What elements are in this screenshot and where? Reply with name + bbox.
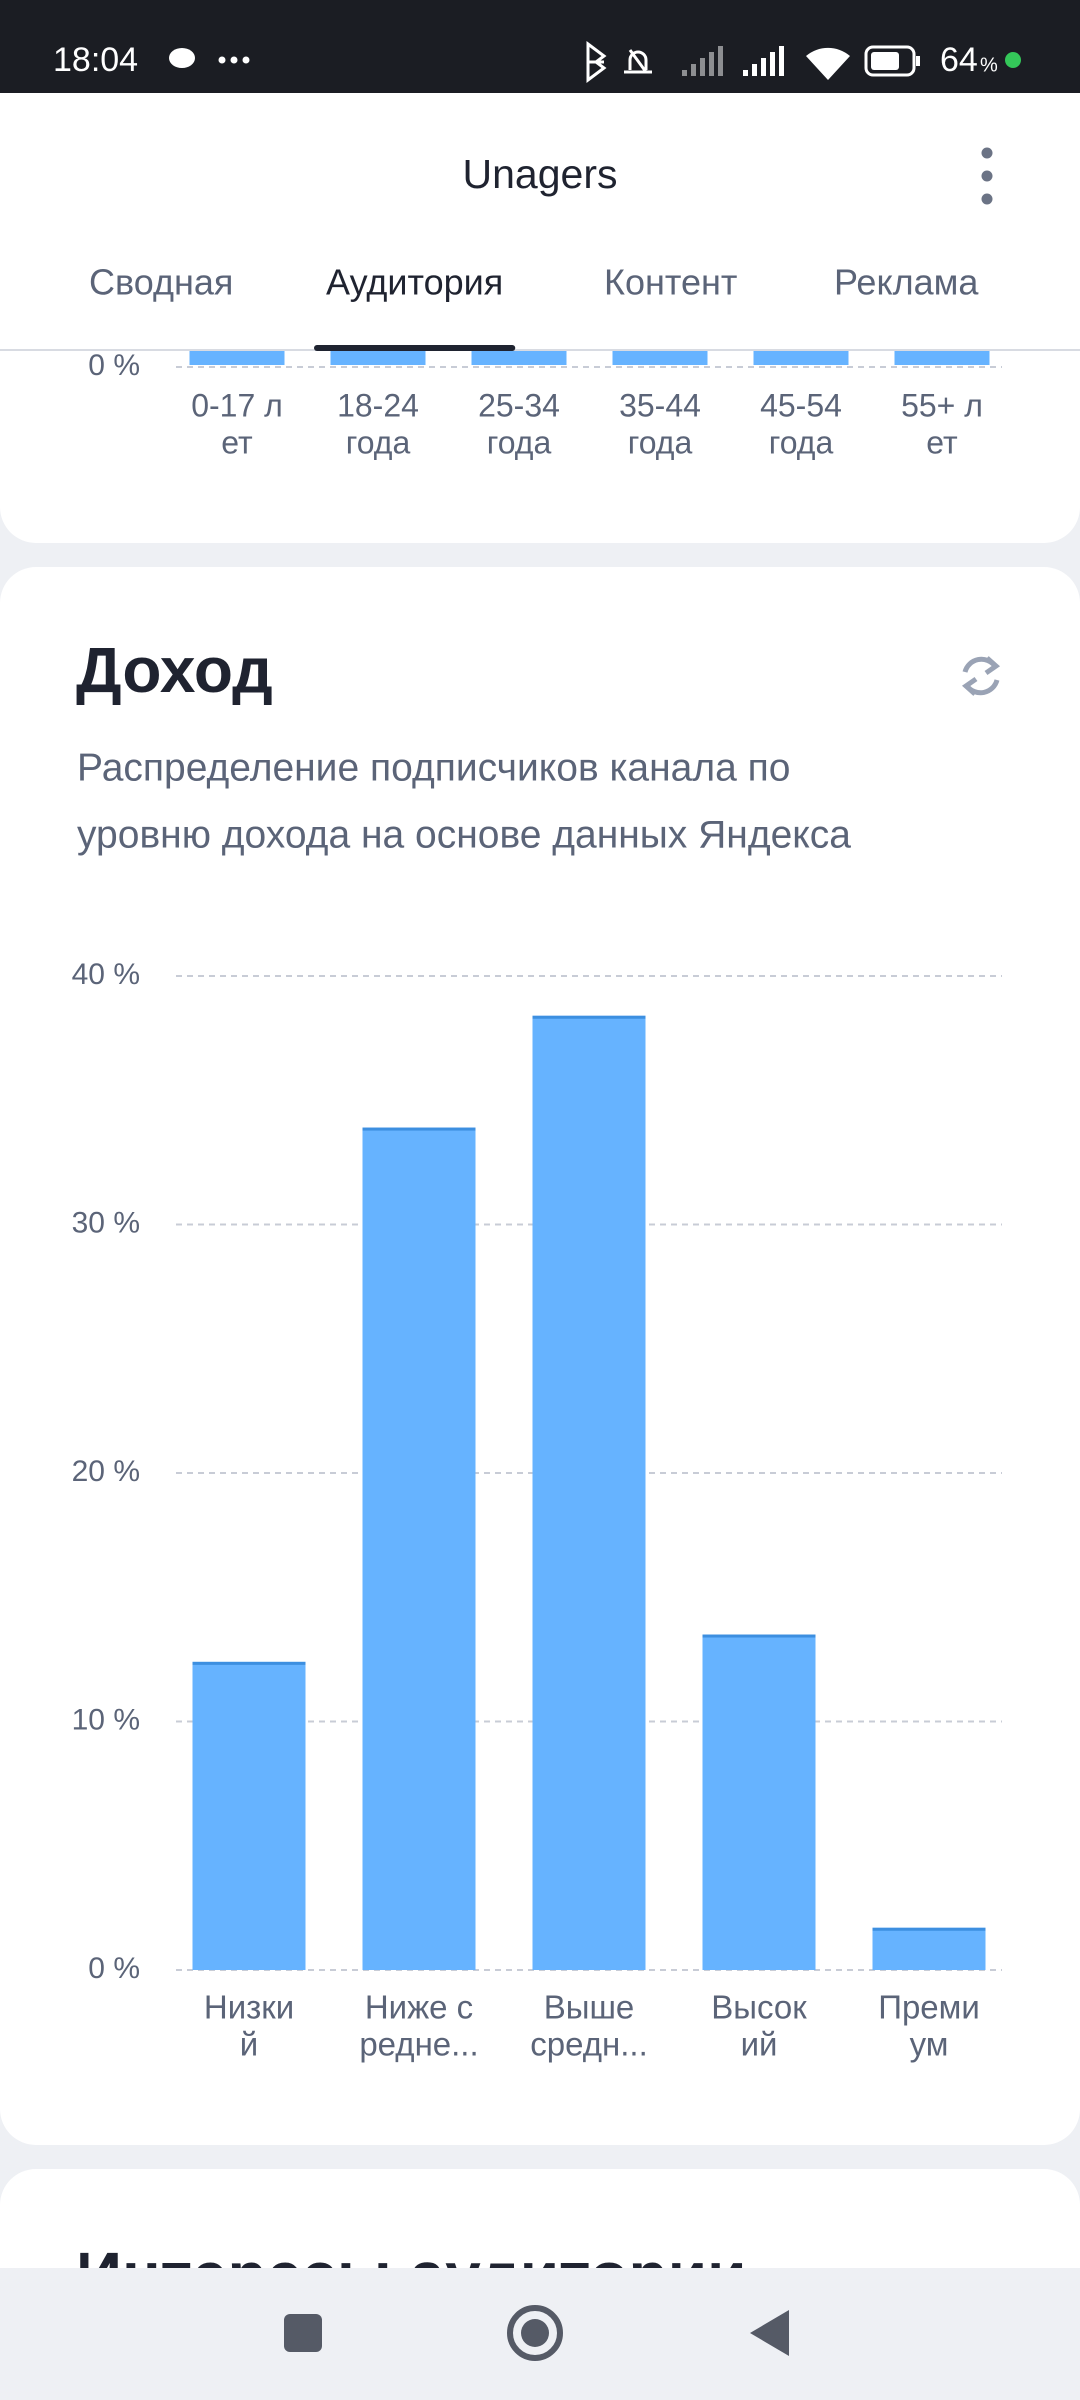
bar: [362, 1127, 476, 1970]
tab[interactable]: Контент: [604, 262, 737, 303]
bar: [192, 1661, 306, 1970]
x-tick-label: года: [628, 424, 693, 460]
bar-top: [702, 1634, 816, 1638]
status-bar: [0, 0, 1080, 93]
header-border: [0, 349, 1080, 351]
x-tick-label: Высок: [711, 1989, 807, 2026]
x-tick-label: ий: [741, 2026, 778, 2063]
bar-top: [532, 1015, 646, 1019]
x-tick-label: 45-54: [760, 387, 842, 423]
app-title: Unagers: [463, 151, 618, 197]
x-tick-label: Выше: [544, 1989, 635, 2026]
y-tick-label: 10 %: [72, 1703, 140, 1736]
status-icons: [169, 41, 920, 83]
y-tick-label: 40 %: [72, 958, 140, 991]
bar: [702, 1634, 816, 1970]
x-tick-label: редне...: [359, 2026, 478, 2063]
x-tick-label: ет: [926, 424, 958, 460]
status-time: 18:04: [53, 41, 138, 79]
battery-level: 64: [940, 41, 978, 79]
nav-home[interactable]: [507, 2305, 563, 2361]
subtitle: уровню дохода на основе данных Яндекса: [77, 813, 851, 856]
bar-top: [872, 1927, 986, 1931]
x-tick-label: 55+ л: [901, 387, 983, 423]
x-tick-label: 35-44: [619, 387, 701, 423]
y-tick-label: 0 %: [88, 349, 140, 382]
y-tick-label: 0 %: [88, 1952, 140, 1985]
x-tick-label: года: [346, 424, 411, 460]
subtitle: Распределение подписчиков канала по: [77, 746, 790, 789]
x-tick-label: ет: [221, 424, 253, 460]
bar-top: [192, 1661, 306, 1665]
header: [0, 93, 1080, 349]
x-tick-label: Низки: [204, 1989, 294, 2026]
tab[interactable]: Реклама: [834, 262, 979, 303]
menu-button[interactable]: [981, 147, 993, 205]
x-tick-label: 18-24: [337, 387, 419, 423]
y-tick-label: 20 %: [72, 1455, 140, 1488]
indicator: [1005, 52, 1021, 68]
bar-top: [362, 1127, 476, 1131]
bar: [532, 1015, 646, 1970]
x-tick-label: года: [487, 424, 552, 460]
x-tick-label: Ниже с: [365, 1989, 473, 2026]
x-tick-label: ум: [910, 2026, 949, 2063]
x-tick-label: средн...: [530, 2026, 647, 2063]
tab[interactable]: Аудитория: [326, 262, 503, 303]
tab-indicator: [314, 345, 516, 351]
battery-unit: %: [980, 54, 998, 76]
tab[interactable]: Сводная: [89, 262, 233, 303]
refresh-icon[interactable]: [961, 656, 1001, 696]
tabs: Сводная Аудитория Контент Реклама: [89, 262, 979, 351]
nav-back[interactable]: [750, 2310, 789, 2356]
bar: [872, 1927, 986, 1970]
x-tick-label: 25-34: [478, 387, 560, 423]
x-tick-label: года: [769, 424, 834, 460]
y-tick-label: 30 %: [72, 1206, 140, 1239]
x-tick-label: Преми: [878, 1989, 980, 2026]
x-tick-label: й: [240, 2026, 258, 2063]
card-title: Доход: [76, 634, 273, 706]
nav-recent[interactable]: [284, 2314, 322, 2352]
charts: 0 %0-17 лет18-24года25-34года35-44года45…: [72, 340, 1002, 2063]
x-tick-label: 0-17 л: [191, 387, 283, 423]
